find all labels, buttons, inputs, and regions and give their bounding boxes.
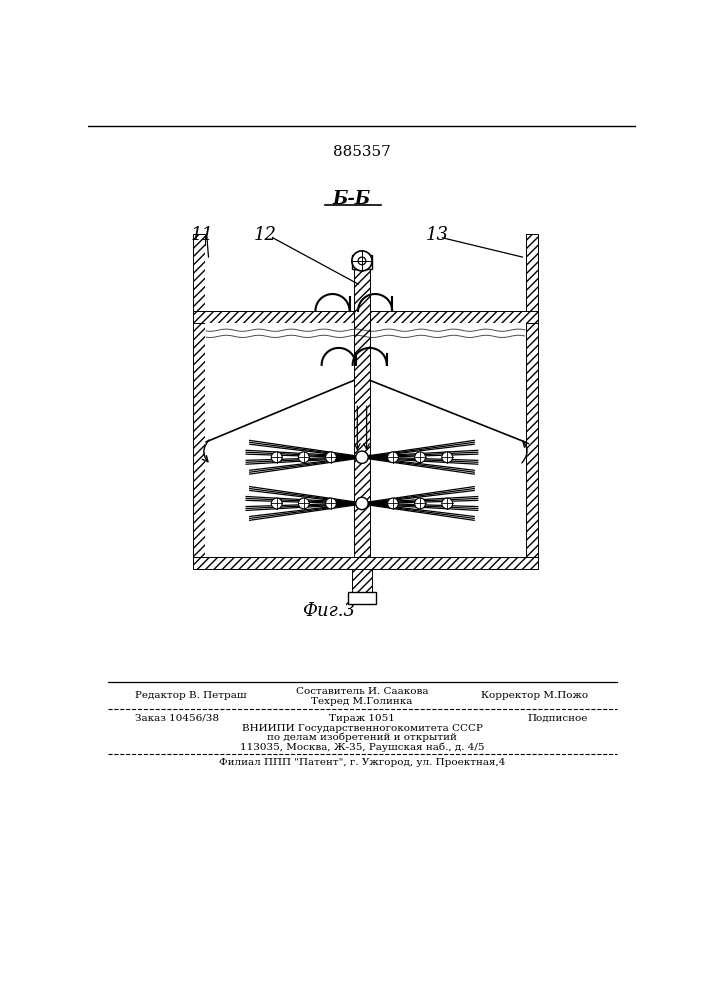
- Circle shape: [298, 452, 309, 463]
- Bar: [526, 234, 538, 323]
- Circle shape: [356, 451, 368, 463]
- Circle shape: [356, 497, 368, 510]
- Bar: [193, 311, 538, 323]
- Text: Техред М.Голинка: Техред М.Голинка: [311, 697, 413, 706]
- Text: Редактор В. Петраш: Редактор В. Петраш: [135, 691, 247, 700]
- Circle shape: [387, 452, 398, 463]
- Circle shape: [387, 498, 398, 509]
- Text: Фиг.3: Фиг.3: [302, 602, 355, 620]
- Text: Б-Б: Б-Б: [333, 190, 371, 208]
- Text: Подписное: Подписное: [528, 714, 588, 723]
- Text: 113035, Москва, Ж-35, Раушская наб., д. 4/5: 113035, Москва, Ж-35, Раушская наб., д. …: [240, 742, 484, 752]
- Text: по делам изобретений и открытий: по делам изобретений и открытий: [267, 733, 457, 742]
- Bar: [204, 246, 526, 311]
- Text: Тираж 1051: Тираж 1051: [329, 714, 395, 723]
- Text: ВНИИПИ Государственногокомитета СССР: ВНИИПИ Государственногокомитета СССР: [242, 724, 482, 733]
- Text: 13: 13: [426, 227, 449, 244]
- Circle shape: [271, 452, 282, 463]
- Circle shape: [298, 498, 309, 509]
- Bar: [204, 323, 526, 557]
- Bar: [193, 311, 538, 323]
- Circle shape: [442, 452, 452, 463]
- Bar: [193, 557, 538, 569]
- Bar: [526, 311, 538, 557]
- Text: 885357: 885357: [333, 145, 391, 159]
- Bar: [193, 311, 204, 557]
- Text: 12: 12: [254, 227, 276, 244]
- Text: Заказ 10456/38: Заказ 10456/38: [135, 714, 219, 723]
- Bar: [348, 592, 376, 604]
- Circle shape: [414, 498, 426, 509]
- Bar: [193, 246, 538, 257]
- Circle shape: [442, 498, 452, 509]
- Text: 11: 11: [191, 227, 214, 244]
- Bar: [352, 569, 372, 592]
- Circle shape: [414, 452, 426, 463]
- Circle shape: [352, 251, 372, 271]
- Circle shape: [271, 498, 282, 509]
- Bar: [354, 257, 370, 557]
- Bar: [193, 234, 204, 323]
- Circle shape: [325, 452, 337, 463]
- Circle shape: [325, 498, 337, 509]
- Text: Составитель И. Саакова: Составитель И. Саакова: [296, 687, 428, 696]
- Bar: [352, 255, 372, 269]
- Text: Филиал ППП "Патент", г. Ужгород, ул. Проектная,4: Филиал ППП "Патент", г. Ужгород, ул. Про…: [218, 758, 505, 767]
- Text: Корректор М.Пожо: Корректор М.Пожо: [481, 691, 588, 700]
